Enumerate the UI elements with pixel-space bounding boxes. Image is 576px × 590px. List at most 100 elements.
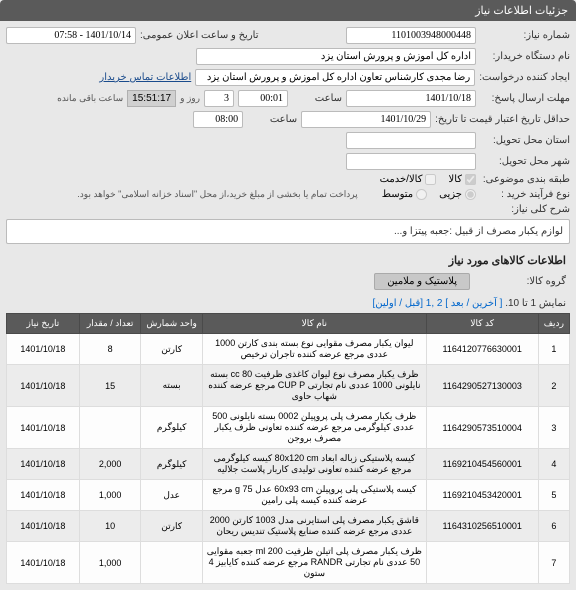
cell-qty: 1,000 xyxy=(79,542,141,584)
announce-date-input[interactable] xyxy=(6,27,136,44)
cell-name: کیسه پلاستیکی پلی پروپیلن 60x93 cm عدل 7… xyxy=(202,480,426,511)
cell-name: کیسه پلاستیکی زباله ابعاد 80x120 cm کیسه… xyxy=(202,449,426,480)
cell-date: 1401/10/18 xyxy=(7,480,80,511)
cell-code: 1164290573510004 xyxy=(426,407,538,449)
table-row[interactable]: 31164290573510004ظرف یکبار مصرف پلی پروپ… xyxy=(7,407,570,449)
cell-unit: کیلوگرم xyxy=(141,407,203,449)
cell-date: 1401/10/18 xyxy=(7,334,80,365)
desc-label: شرح کلی نیاز: xyxy=(480,204,570,215)
cell-unit: کیلوگرم xyxy=(141,449,203,480)
goods-checkbox-label: کالا xyxy=(448,174,462,185)
need-number-input[interactable] xyxy=(346,27,476,44)
cell-code: 1169210453420001 xyxy=(426,480,538,511)
cell-index: 4 xyxy=(538,449,569,480)
group-label: گروه کالا: xyxy=(476,276,566,287)
service-checkbox[interactable]: کالا/خدمت xyxy=(380,174,437,185)
col-unit: واحد شمارش xyxy=(141,314,203,334)
col-date: تاریخ نیاز xyxy=(7,314,80,334)
cell-index: 7 xyxy=(538,542,569,584)
col-qty: تعداد / مقدار xyxy=(79,314,141,334)
buyer-org-label: نام دستگاه خریدار: xyxy=(480,51,570,62)
hour-label-2: ساعت xyxy=(247,114,297,125)
need-description: لوازم یکبار مصرف از قبیل :جعبه پیتزا و..… xyxy=(6,219,570,244)
remain-label: ساعت باقی مانده xyxy=(57,93,123,104)
col-name: نام کالا xyxy=(202,314,426,334)
cell-qty: 1,000 xyxy=(79,480,141,511)
cell-date: 1401/10/18 xyxy=(7,407,80,449)
subject-class-label: طبقه بندی موضوعی: xyxy=(480,174,570,185)
cell-name: ظرف یکبار مصرف پلی اتیلن ظرفیت 200 ml جع… xyxy=(202,542,426,584)
cell-code: 1169210454560001 xyxy=(426,449,538,480)
day-label: روز و xyxy=(180,93,200,104)
table-row[interactable]: 61164310256510001قاشق یکبار مصرف پلی است… xyxy=(7,511,570,542)
buyer-contact-link[interactable]: اطلاعات تماس خریدار xyxy=(99,72,191,83)
cell-name: ظرف یکبار مصرف پلی پروپیلن 0002 بسته نای… xyxy=(202,407,426,449)
table-row[interactable]: 21164290527130003ظرف یکبار مصرف نوع لیوا… xyxy=(7,365,570,407)
panel-title: جزئیات اطلاعات نیاز xyxy=(475,5,568,17)
cell-index: 6 xyxy=(538,511,569,542)
service-checkbox-label: کالا/خدمت xyxy=(380,174,423,185)
deadline-time-input[interactable] xyxy=(238,90,288,107)
medium-radio-label: متوسط xyxy=(382,189,413,200)
pager: نمایش 1 تا 10. [ آخرین / بعد ] 2 ,1 [قبل… xyxy=(6,294,570,313)
cell-unit: کارتن xyxy=(141,334,203,365)
pager-range: نمایش 1 تا 10. xyxy=(505,298,566,309)
cell-qty: 10 xyxy=(79,511,141,542)
validity-time-input[interactable] xyxy=(193,111,243,128)
items-section-title: اطلاعات کالاهای مورد نیاز xyxy=(6,248,570,269)
cell-date: 1401/10/18 xyxy=(7,511,80,542)
cell-qty: 8 xyxy=(79,334,141,365)
panel-header: جزئیات اطلاعات نیاز xyxy=(0,0,576,21)
partial-radio[interactable]: جزیی xyxy=(439,189,476,200)
cell-code: 1164310256510001 xyxy=(426,511,538,542)
partial-radio-label: جزیی xyxy=(439,189,462,200)
table-row[interactable]: 41169210454560001کیسه پلاستیکی زباله ابع… xyxy=(7,449,570,480)
countdown-time: 15:51:17 xyxy=(127,90,176,107)
cell-qty xyxy=(79,407,141,449)
announce-date-label: تاریخ و ساعت اعلان عمومی: xyxy=(140,30,259,41)
city-label: شهر محل تحویل: xyxy=(480,156,570,167)
table-row[interactable]: 7 ظرف یکبار مصرف پلی اتیلن ظرفیت 200 ml ج… xyxy=(7,542,570,584)
cell-name: ظرف یکبار مصرف نوع لیوان کاغذی ظرفیت 80 … xyxy=(202,365,426,407)
cell-code: 1164120776630001 xyxy=(426,334,538,365)
cell-date: 1401/10/18 xyxy=(7,365,80,407)
cell-index: 2 xyxy=(538,365,569,407)
table-row[interactable]: 11164120776630001لیوان یکبار مصرف مقوایی… xyxy=(7,334,570,365)
requester-label: ایجاد کننده درخواست: xyxy=(479,72,570,83)
payment-note: پرداخت تمام یا بخشی از مبلغ خرید،از محل … xyxy=(77,189,357,200)
cell-unit: کارتن xyxy=(141,511,203,542)
buyer-org-input[interactable] xyxy=(196,48,476,65)
table-row[interactable]: 51169210453420001کیسه پلاستیکی پلی پروپی… xyxy=(7,480,570,511)
validity-label: حداقل تاریخ اعتبار قیمت تا تاریخ: xyxy=(435,114,570,125)
deadline-date-input[interactable] xyxy=(346,90,476,107)
cell-unit: عدل xyxy=(141,480,203,511)
need-type-label: نوع فرآیند خرید : xyxy=(480,189,570,200)
goods-checkbox[interactable]: کالا xyxy=(448,174,476,185)
cell-code xyxy=(426,542,538,584)
details-panel: شماره نیاز: تاریخ و ساعت اعلان عمومی: نا… xyxy=(0,21,576,590)
hour-label-1: ساعت xyxy=(292,93,342,104)
cell-date: 1401/10/18 xyxy=(7,542,80,584)
items-table: ردیف کد کالا نام کالا واحد شمارش تعداد /… xyxy=(6,313,570,584)
requester-input[interactable] xyxy=(195,69,475,86)
cell-code: 1164290527130003 xyxy=(426,365,538,407)
pager-nav[interactable]: [ آخرین / بعد ] 2 ,1 [قبل / اولین] xyxy=(372,298,502,309)
deadline-label: مهلت ارسال پاسخ: xyxy=(480,93,570,104)
cell-name: قاشق یکبار مصرف پلی استایرنی مدل 1003 کا… xyxy=(202,511,426,542)
days-remaining-input[interactable] xyxy=(204,90,234,107)
cell-qty: 2,000 xyxy=(79,449,141,480)
region-input[interactable] xyxy=(346,132,476,149)
cell-name: لیوان یکبار مصرف مقوایی نوع بسته بندی کا… xyxy=(202,334,426,365)
cell-date: 1401/10/18 xyxy=(7,449,80,480)
table-header-row: ردیف کد کالا نام کالا واحد شمارش تعداد /… xyxy=(7,314,570,334)
need-number-label: شماره نیاز: xyxy=(480,30,570,41)
cell-unit: بسته xyxy=(141,365,203,407)
medium-radio[interactable]: متوسط xyxy=(382,189,427,200)
cell-unit xyxy=(141,542,203,584)
cell-qty: 15 xyxy=(79,365,141,407)
region-label: استان محل تحویل: xyxy=(480,135,570,146)
cell-index: 3 xyxy=(538,407,569,449)
validity-date-input[interactable] xyxy=(301,111,431,128)
city-input[interactable] xyxy=(346,153,476,170)
col-index: ردیف xyxy=(538,314,569,334)
